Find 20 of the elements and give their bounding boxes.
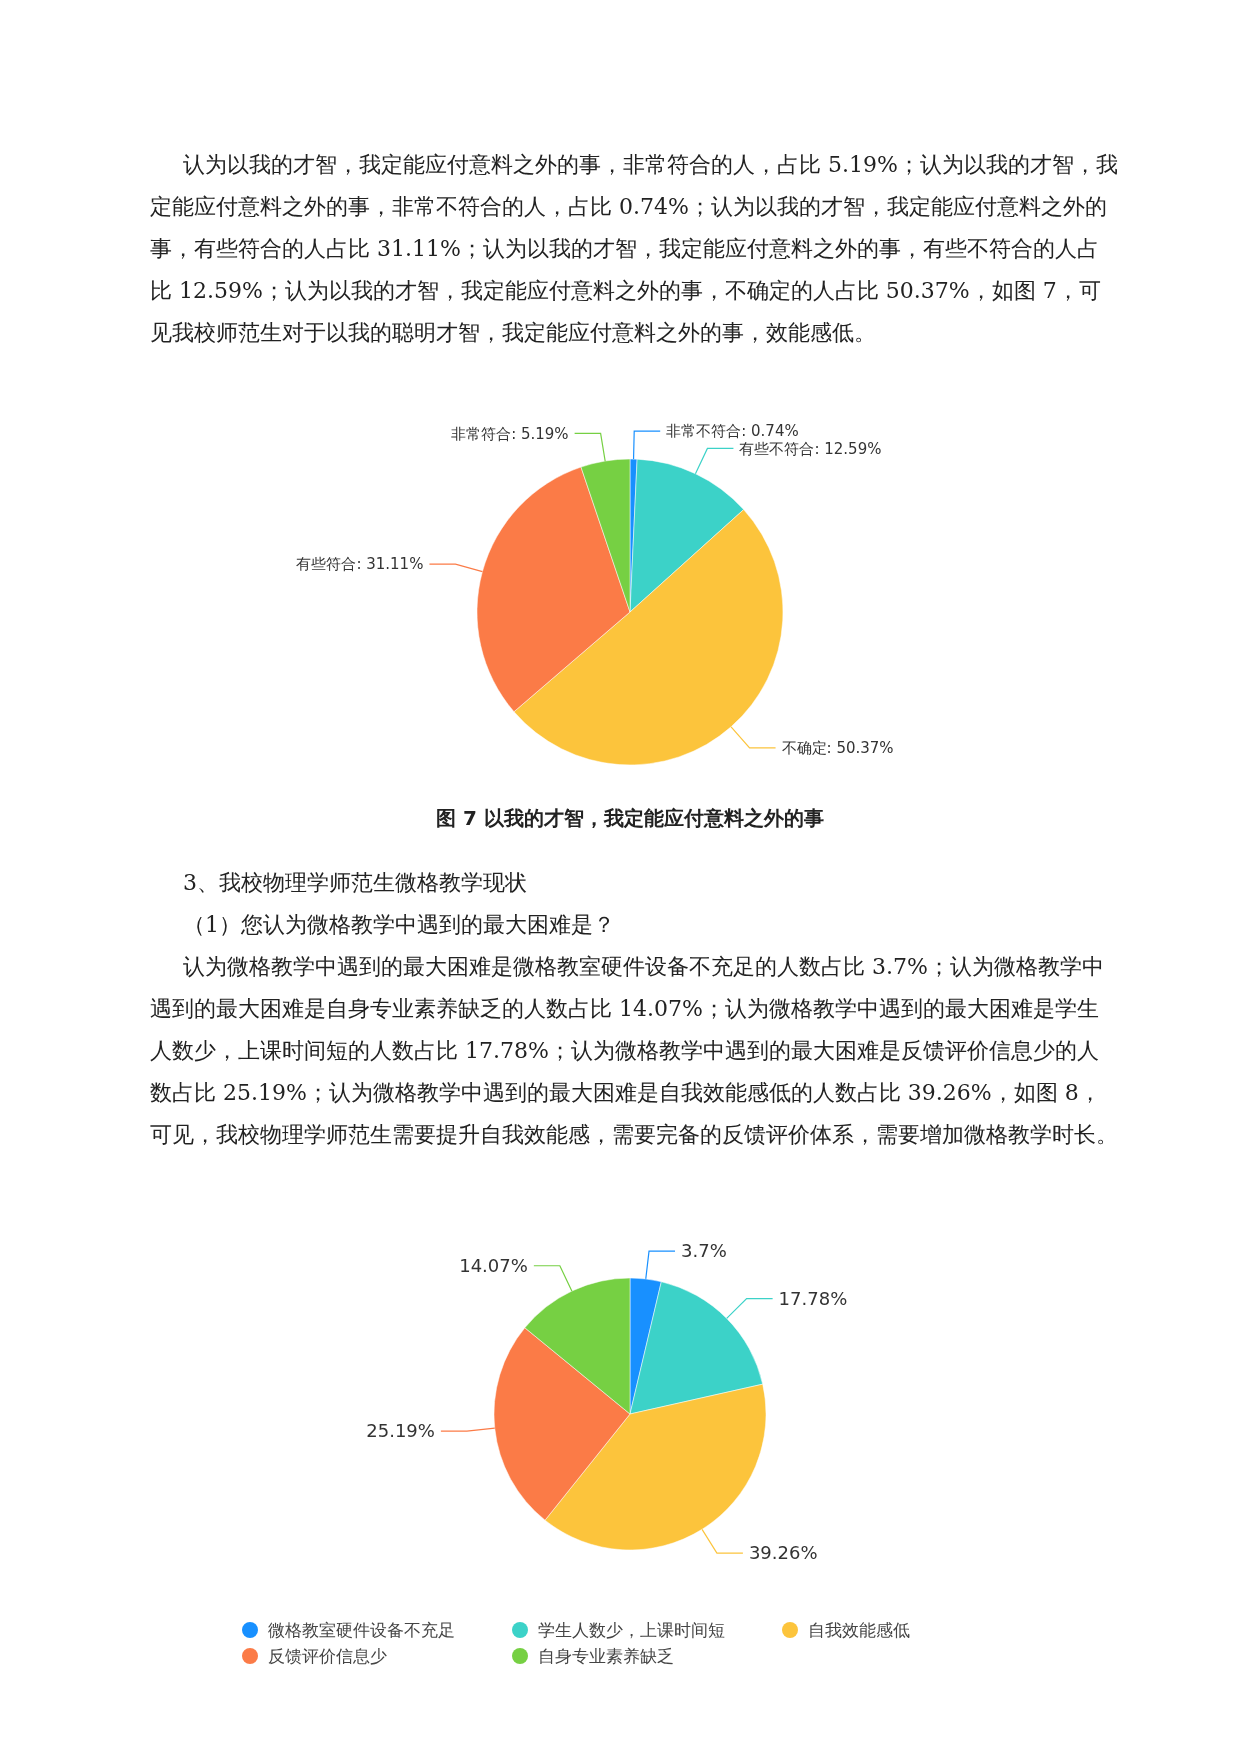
slice-label: 有些不符合: 12.59%: [739, 439, 882, 458]
text: （1）您认为微格教学中遇到的最大困难是？: [183, 912, 615, 937]
data-label: 25.19%: [366, 1420, 435, 1442]
legend-label: 学生人数少，上课时间短: [538, 1619, 725, 1640]
data-label: 14.07%: [459, 1255, 528, 1277]
slice-label: 有些符合: 31.11%: [296, 555, 424, 574]
legend-label: 反馈评价信息少: [268, 1645, 387, 1666]
text: 3、我校物理学师范生微格教学现状: [183, 870, 527, 895]
legend-label: 自身专业素养缺乏: [538, 1645, 674, 1666]
text: 图 7 以我的才智，我定能应付意料之外的事: [436, 806, 824, 830]
slice-label: 非常不符合: 0.74%: [666, 422, 799, 441]
legend-label: 自我效能感低: [808, 1619, 910, 1640]
legend-label: 微格教室硬件设备不充足: [268, 1619, 455, 1640]
text: 认为以我的才智，我定能应付意料之外的事，非常符合的人，占比 5.19%；认为以我的才智，我定能应付意料之外的事，非常不符合的人，占比 0.74%；认为以我的才智，我定能应付意料之外的事，有些符合的人占比 31.11%；认为以我的才智，我定能应付意料之外的事，有些不符合的人占比 12.59%；认为以我的才智，我定能应付意料之外的事，不确定的人占比 50.37%，如图 7，可见我校师范生对于以我的聪明才智，我定能应付意料之外的事，效能感低。: [150, 152, 1118, 345]
data-label: 17.78%: [778, 1287, 848, 1309]
slice-label: 不确定: 50.37%: [781, 739, 894, 758]
data-label: 39.26%: [748, 1542, 818, 1564]
text: 认为微格教学中遇到的最大困难是微格教室硬件设备不充足的人数占比 3.7%；认为微格教学中遇到的最大困难是自身专业素养缺乏的人数占比 14.07%；认为微格教学中遇到的最大困难是学生人数少，上课时间短的人数占比 17.78%；认为微格教学中遇到的最大困难是反馈评价信息少的人数占比 25.19%；认为微格教学中遇到的最大困难是自我效能感低的人数占比 39.26%，如图 8，可见，我校物理学师范生需要提升自我效能感，需要完备的反馈评价体系，需要增加微格教学时长。: [150, 954, 1118, 1147]
slice-label: 非常符合: 5.19%: [451, 424, 569, 443]
data-label: 3.7%: [681, 1240, 727, 1262]
